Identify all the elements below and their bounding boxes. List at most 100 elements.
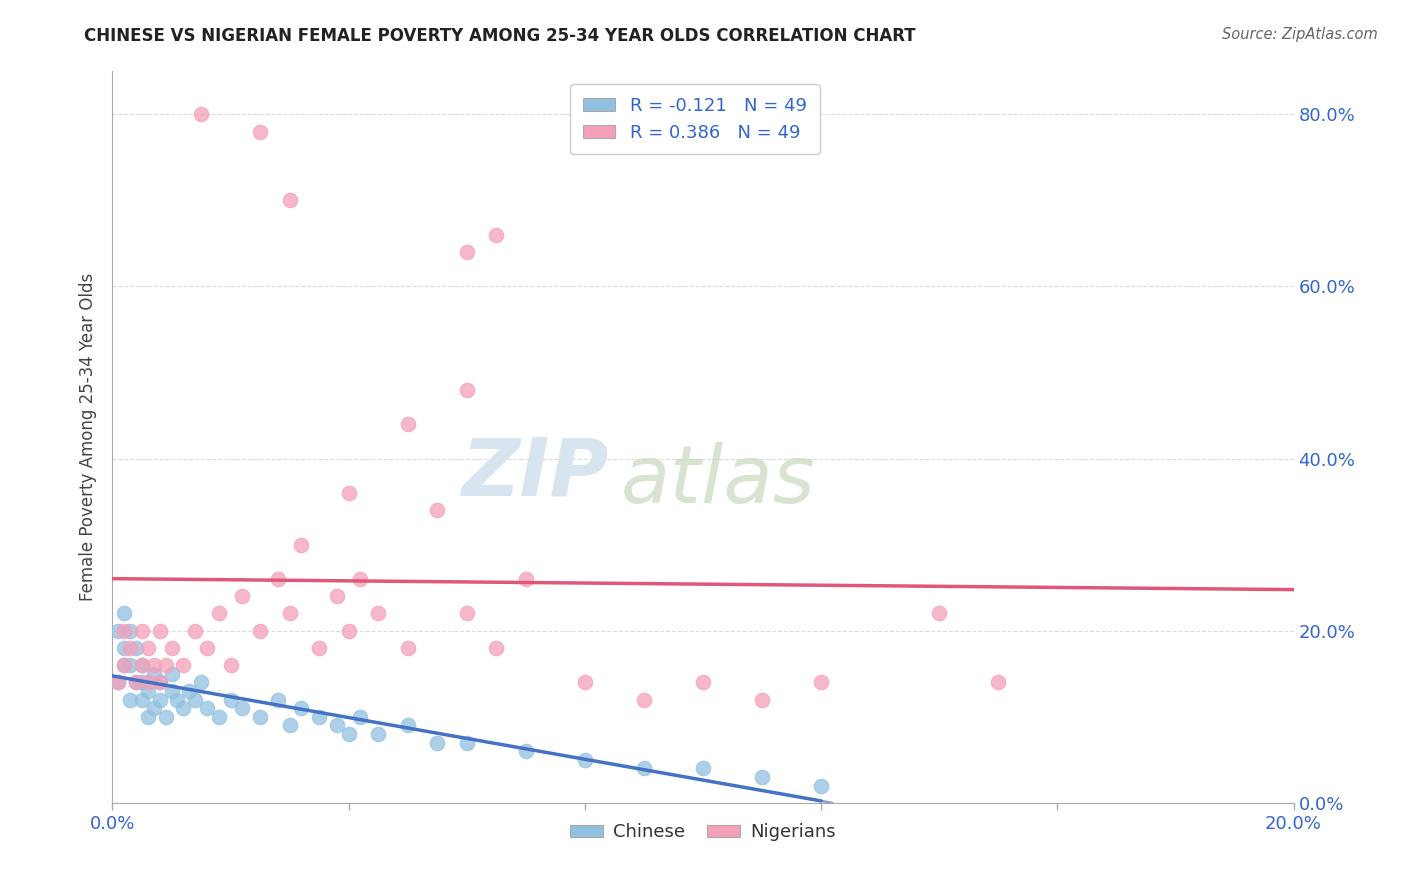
Point [290,701,312,715]
Point [112,607,135,621]
Point [326,589,349,603]
Point [195,701,218,715]
Point [249,710,271,724]
Point [136,675,159,690]
Point [136,640,159,655]
Point [426,735,449,749]
Point [485,227,508,242]
Point [219,692,242,706]
Point [290,538,312,552]
Point [515,744,537,758]
Point [149,624,172,638]
Point [456,735,478,749]
Point [155,658,177,673]
Point [112,658,135,673]
Point [190,107,212,121]
Point [160,666,183,681]
Point [120,624,142,638]
Point [456,245,478,260]
Point [267,572,290,586]
Point [149,675,172,690]
Point [278,607,301,621]
Point [396,640,419,655]
Point [278,718,301,732]
Point [987,675,1010,690]
Text: Source: ZipAtlas.com: Source: ZipAtlas.com [1222,27,1378,42]
Point [142,701,165,715]
Point [928,607,950,621]
Point [308,640,330,655]
Point [125,675,148,690]
Point [396,718,419,732]
Point [112,658,135,673]
Point [456,607,478,621]
Point [267,692,290,706]
Point [136,684,159,698]
Point [751,770,773,784]
Point [249,624,271,638]
Point [131,624,153,638]
Point [231,589,253,603]
Point [810,675,832,690]
Point [249,125,271,139]
Y-axis label: Female Poverty Among 25-34 Year Olds: Female Poverty Among 25-34 Year Olds [79,273,97,601]
Text: ZIP: ZIP [461,434,609,513]
Point [326,718,349,732]
Text: CHINESE VS NIGERIAN FEMALE POVERTY AMONG 25-34 YEAR OLDS CORRELATION CHART: CHINESE VS NIGERIAN FEMALE POVERTY AMONG… [84,27,915,45]
Point [160,640,183,655]
Point [112,640,135,655]
Point [208,607,231,621]
Point [633,692,655,706]
Point [751,692,773,706]
Point [810,779,832,793]
Point [396,417,419,432]
Point [692,761,714,775]
Point [692,675,714,690]
Point [367,727,389,741]
Point [179,684,201,698]
Point [136,710,159,724]
Point [160,684,183,698]
Point [349,710,371,724]
Point [485,640,508,655]
Point [149,692,172,706]
Point [574,753,596,767]
Point [112,624,135,638]
Point [337,486,360,500]
Point [574,675,596,690]
Point [367,607,389,621]
Legend: Chinese, Nigerians: Chinese, Nigerians [562,816,844,848]
Point [120,640,142,655]
Point [633,761,655,775]
Point [219,658,242,673]
Point [131,658,153,673]
Point [131,675,153,690]
Text: atlas: atlas [620,442,815,520]
Point [190,675,212,690]
Point [349,572,371,586]
Point [172,701,194,715]
Point [184,692,207,706]
Point [120,692,142,706]
Point [142,666,165,681]
Point [426,503,449,517]
Point [172,658,194,673]
Point [166,692,188,706]
Point [107,675,129,690]
Point [278,194,301,208]
Point [456,383,478,397]
Point [142,658,165,673]
Point [195,640,218,655]
Point [308,710,330,724]
Point [337,624,360,638]
Point [131,692,153,706]
Point [231,701,253,715]
Point [107,675,129,690]
Point [107,624,129,638]
Point [125,675,148,690]
Point [184,624,207,638]
Point [515,572,537,586]
Point [337,727,360,741]
Point [125,640,148,655]
Point [120,658,142,673]
